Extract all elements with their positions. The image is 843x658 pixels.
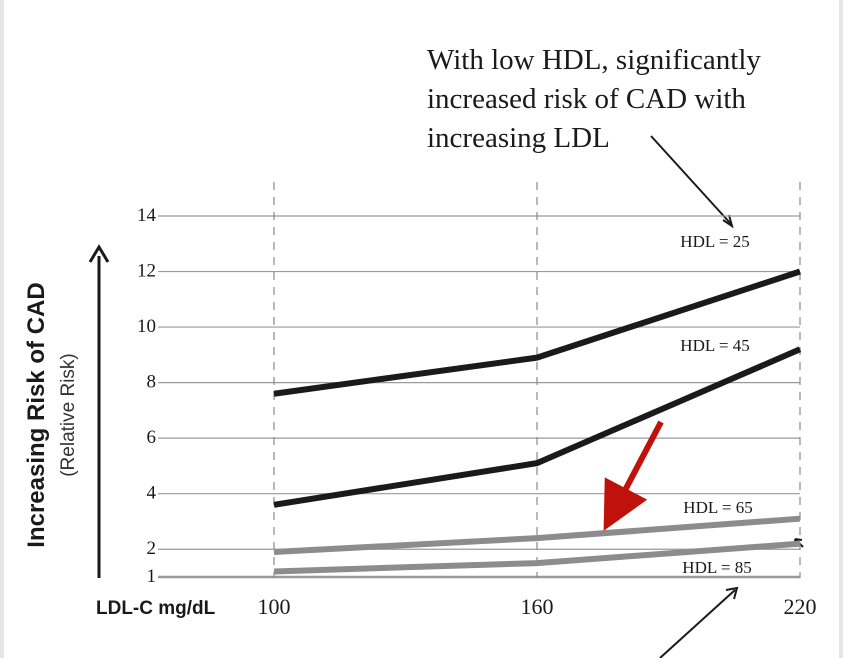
series-label-2: HDL = 45	[680, 336, 749, 355]
y-tick-label: 8	[147, 372, 157, 393]
y-tick-label: 4	[147, 483, 157, 504]
series-label-4: HDL = 85	[682, 558, 751, 577]
x-tick-label: 220	[784, 594, 817, 619]
annotation-pointer-arrow	[650, 135, 734, 229]
series: HDL = 25 HDL = 45 HDL = 65 HDL = 85	[273, 232, 802, 577]
y-tick-label: 6	[147, 427, 157, 448]
x-axis-title: LDL-C mg/dL	[96, 598, 216, 619]
highlight-arrow	[603, 420, 664, 531]
y-axis-arrow	[88, 244, 110, 578]
grid	[158, 182, 801, 579]
annotation-line-2: increased risk of CAD with	[427, 83, 746, 115]
y-axis-title: Increasing Risk of CAD	[23, 282, 50, 547]
x-tick-label: 100	[258, 594, 291, 619]
y-axis-subtitle: (Relative Risk)	[58, 353, 79, 477]
series-label-3: HDL = 65	[683, 498, 752, 517]
x-tick-label: 160	[521, 594, 554, 619]
y-tick-label: 1	[147, 566, 157, 587]
y-tick-label: 12	[137, 261, 156, 282]
right-border	[839, 0, 843, 658]
y-tick-label: 2	[147, 538, 157, 559]
y-tick-label: 14	[137, 205, 157, 226]
annotation-line-1: With low HDL, significantly	[427, 44, 761, 76]
annotation-line-3: increasing LDL	[427, 122, 610, 154]
series-label-1: HDL = 25	[680, 232, 749, 251]
bottom-pointer-arrow	[659, 586, 739, 658]
y-tick-label: 10	[137, 316, 156, 337]
left-border	[0, 0, 4, 658]
